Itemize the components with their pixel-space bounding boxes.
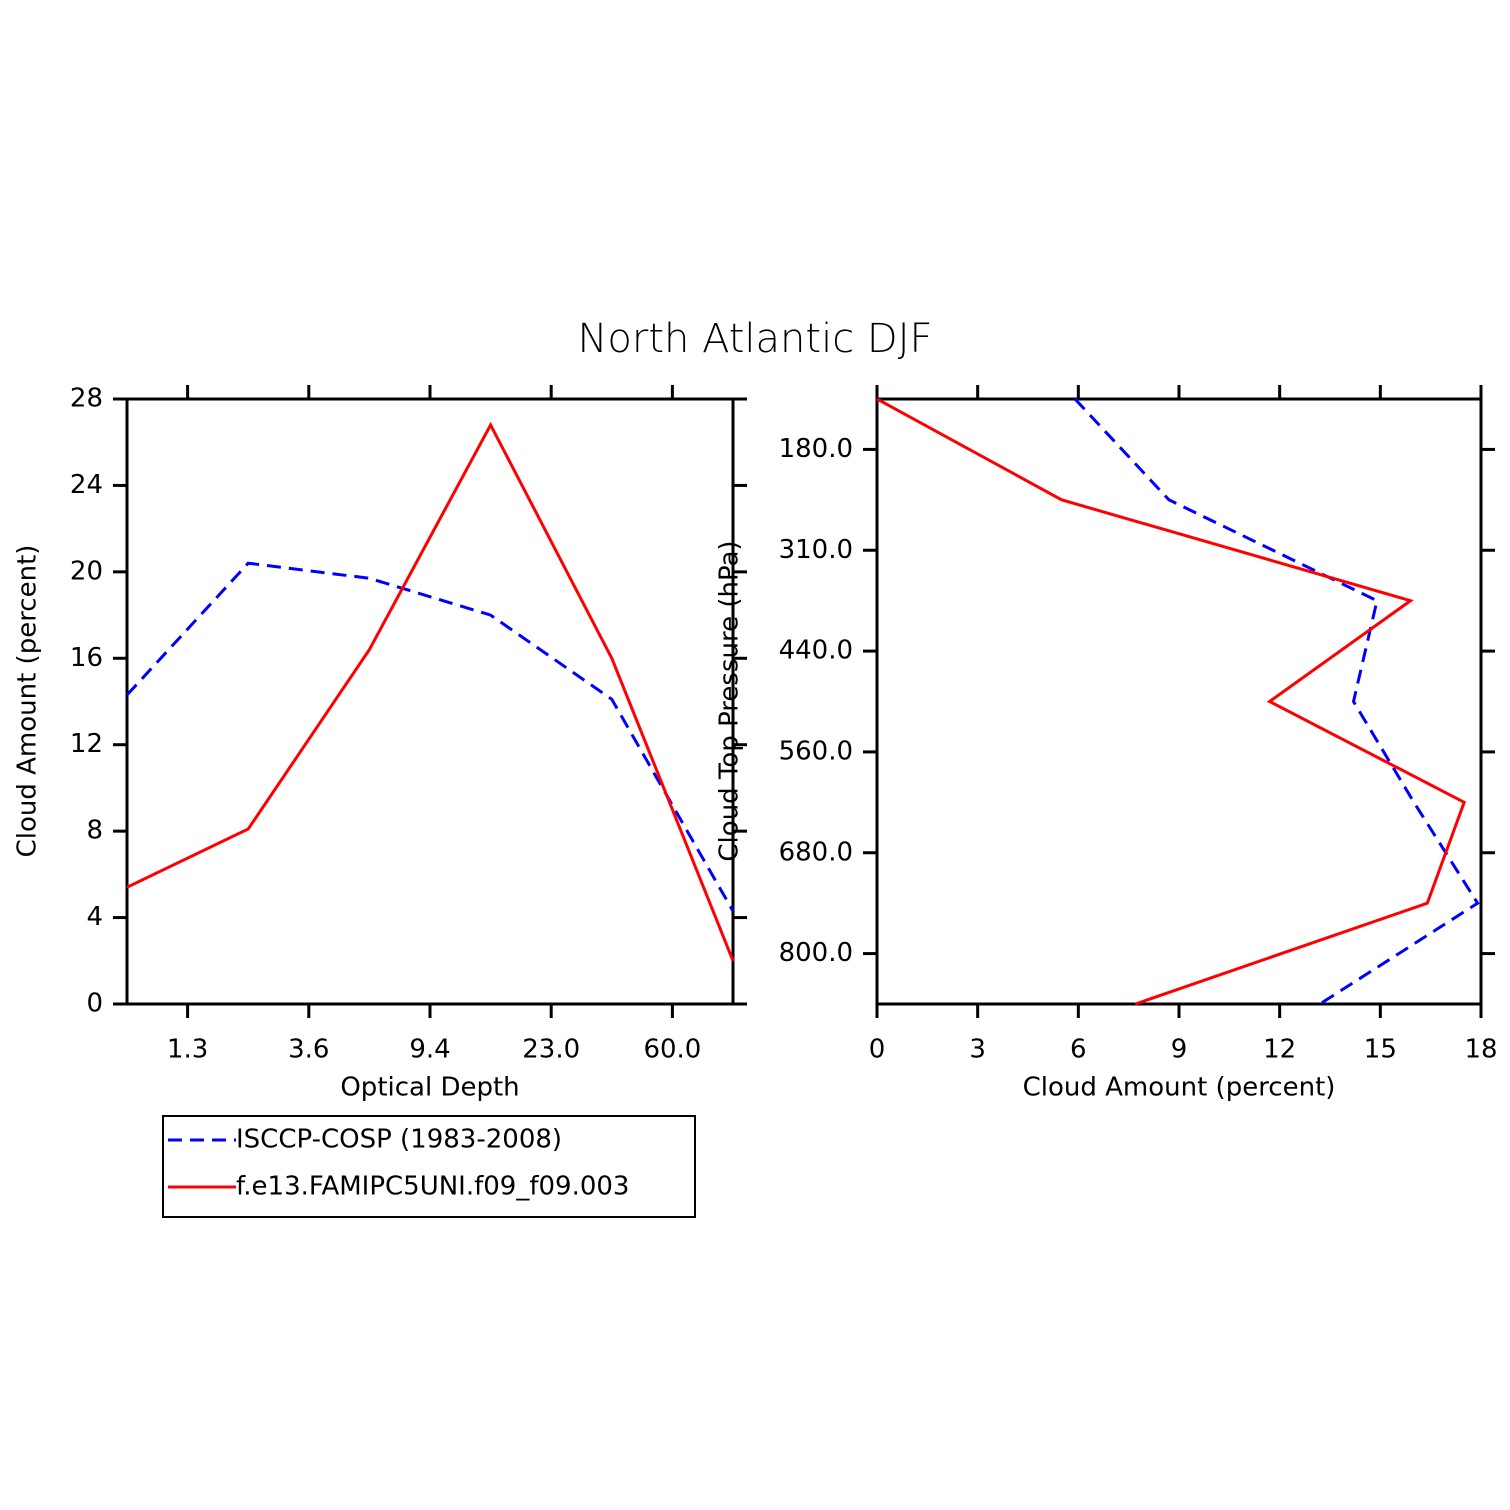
y-axis-label: Cloud Top Pressure (hPa)	[715, 540, 745, 861]
x-tick-label: 23.0	[522, 1035, 580, 1065]
y-tick-label: 20	[70, 556, 103, 586]
x-tick-label: 60.0	[643, 1035, 701, 1065]
x-tick-label: 3	[969, 1035, 986, 1065]
x-tick-label: 15	[1364, 1035, 1397, 1065]
legend-box	[162, 1115, 696, 1218]
y-tick-label: 440.0	[779, 636, 853, 666]
series-line	[876, 397, 1467, 1006]
x-axis-label: Cloud Amount (percent)	[1023, 1073, 1336, 1103]
series-line	[1073, 397, 1480, 1006]
y-tick-label: 560.0	[779, 736, 853, 766]
x-axis-label: Optical Depth	[340, 1073, 519, 1103]
y-tick-label: 8	[86, 816, 103, 846]
legend-label: ISCCP-COSP (1983-2008)	[236, 1125, 562, 1155]
x-tick-label: 6	[1070, 1035, 1087, 1065]
x-tick-label: 18	[1464, 1035, 1497, 1065]
series-line	[126, 421, 735, 962]
y-tick-label: 800.0	[779, 938, 853, 968]
y-tick-label: 12	[70, 729, 103, 759]
x-tick-label: 0	[869, 1035, 886, 1065]
x-tick-label: 12	[1263, 1035, 1296, 1065]
x-tick-label: 1.3	[167, 1035, 208, 1065]
y-tick-label: 4	[86, 902, 103, 932]
y-axis-label: Cloud Amount (percent)	[13, 545, 43, 858]
chart-title: North Atlantic DJF	[577, 316, 932, 362]
x-tick-label: 9	[1171, 1035, 1188, 1065]
x-tick-label: 3.6	[288, 1035, 329, 1065]
y-tick-label: 0	[86, 989, 103, 1019]
y-tick-label: 680.0	[779, 837, 853, 867]
y-tick-label: 16	[70, 643, 103, 673]
series-line	[125, 561, 735, 912]
y-tick-label: 28	[70, 384, 103, 414]
y-tick-label: 180.0	[779, 434, 853, 464]
y-tick-label: 310.0	[779, 535, 853, 565]
y-tick-label: 24	[70, 470, 103, 500]
x-tick-label: 9.4	[409, 1035, 450, 1065]
legend-label: f.e13.FAMIPC5UNI.f09_f09.003	[236, 1172, 629, 1202]
